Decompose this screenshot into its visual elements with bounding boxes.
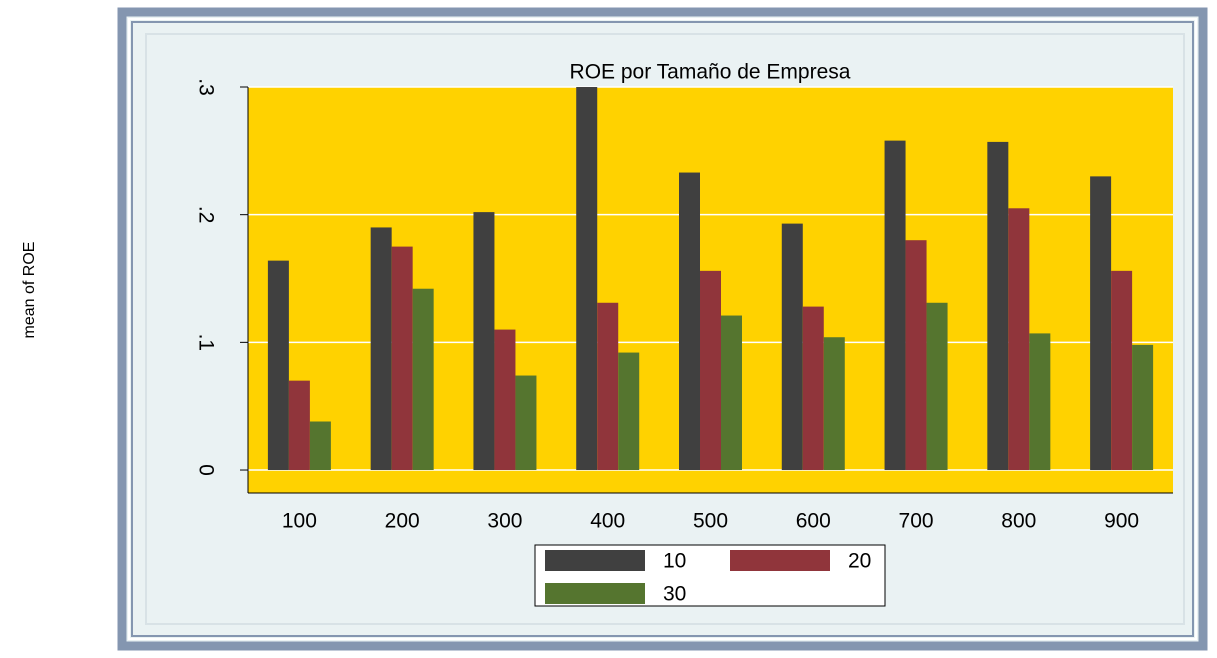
bar	[618, 352, 640, 471]
bar	[700, 270, 721, 471]
bar	[597, 302, 619, 471]
x-tick-label: 500	[693, 510, 728, 533]
y-axis-label: mean of ROE	[21, 242, 38, 339]
bar	[576, 87, 598, 471]
bar	[494, 329, 516, 471]
legend-label: 30	[663, 583, 686, 606]
bar	[1132, 344, 1154, 471]
bar	[721, 315, 742, 471]
legend-label: 10	[663, 550, 686, 573]
bar	[391, 246, 413, 471]
bar	[905, 240, 927, 471]
bar	[309, 421, 331, 471]
x-tick-label: 200	[385, 510, 420, 533]
legend-swatch	[545, 583, 645, 604]
chart-title: ROE por Tamaño de Empresa	[570, 61, 851, 84]
x-tick-label: 900	[1104, 510, 1139, 533]
y-tick-label: .2	[194, 206, 217, 224]
bar	[679, 172, 700, 471]
y-tick-label: .3	[194, 78, 217, 96]
x-tick-label: 300	[487, 510, 522, 533]
bar	[1090, 176, 1112, 471]
bar	[926, 302, 948, 471]
bar	[1008, 208, 1030, 471]
bar	[288, 380, 310, 471]
frame-inner-line	[128, 18, 1197, 640]
x-tick-label: 400	[590, 510, 625, 533]
y-tick-label: 0	[194, 464, 217, 476]
bar	[370, 227, 392, 471]
x-tick-label: 800	[1001, 510, 1036, 533]
bar	[1111, 270, 1133, 471]
y-tick-label: .1	[194, 334, 217, 352]
bar	[473, 212, 495, 471]
bar	[515, 375, 537, 471]
legend-swatch	[545, 550, 645, 571]
x-tick-label: 600	[796, 510, 831, 533]
x-tick-label: 100	[282, 510, 317, 533]
legend-swatch	[730, 550, 830, 571]
frame-inner-border	[131, 21, 1194, 637]
x-tick-label: 700	[899, 510, 934, 533]
bar	[823, 337, 845, 471]
bar	[781, 223, 803, 471]
inner-border	[145, 33, 1185, 625]
legend-label: 20	[848, 550, 871, 573]
bar	[884, 140, 906, 471]
bar	[412, 288, 434, 471]
bar	[1029, 333, 1051, 471]
bar	[267, 260, 289, 471]
bar	[802, 306, 824, 471]
bar	[987, 141, 1009, 471]
